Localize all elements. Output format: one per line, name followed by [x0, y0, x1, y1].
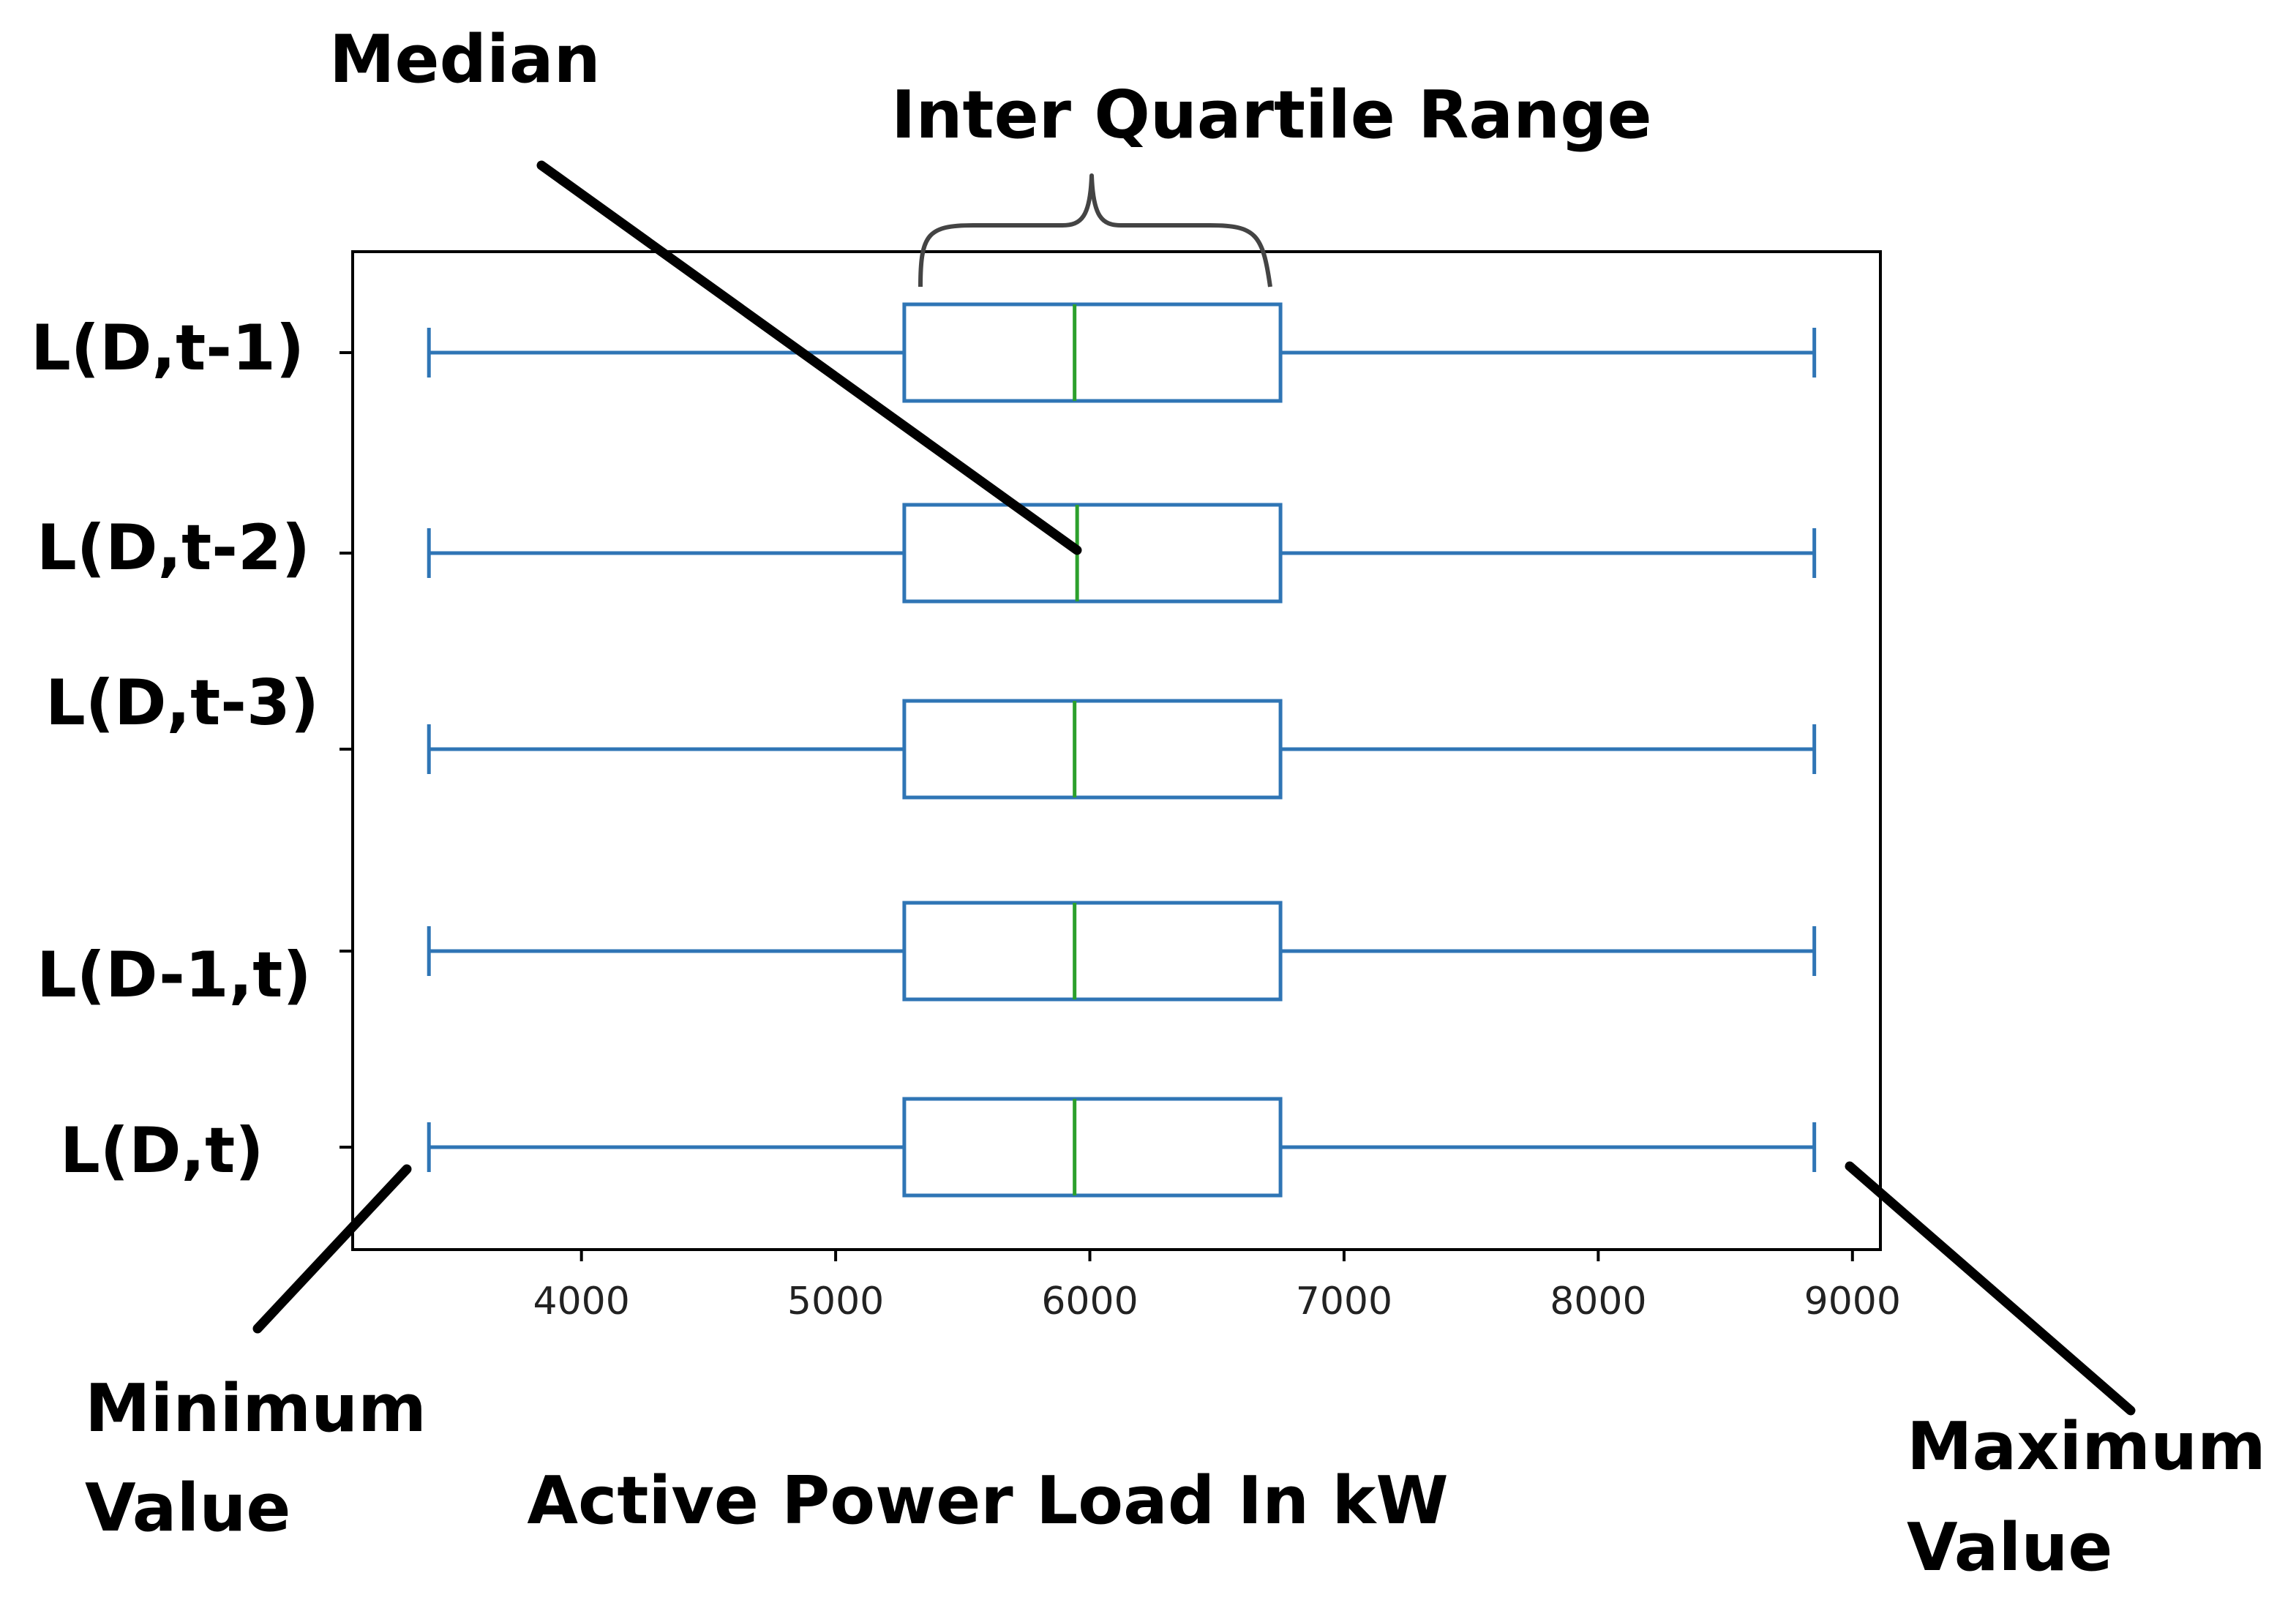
minimum-pointer-line	[252, 1164, 412, 1334]
box-l-d-t-2	[902, 503, 1283, 604]
x-tick-label-6000: 6000	[1041, 1280, 1138, 1323]
x-tick-label-9000: 9000	[1804, 1280, 1901, 1323]
maximum-annotation-line1: Maximum	[1907, 1408, 2266, 1485]
x-axis-label: Active Power Load In kW	[527, 1462, 1448, 1539]
iqr-annotation-label: Inter Quartile Range	[891, 77, 1652, 154]
minimum-annotation-line2: Value	[85, 1470, 290, 1547]
category-label-l-d-1-t: L(D-1,t)	[37, 939, 312, 1012]
x-tick-label-8000: 8000	[1550, 1280, 1646, 1323]
median-annotation-label: Median	[329, 21, 601, 98]
category-label-l-d-t-2: L(D,t-2)	[37, 511, 310, 585]
box-l-d-1-t	[902, 901, 1283, 1002]
x-tick-label-7000: 7000	[1296, 1280, 1392, 1323]
category-label-l-d-t: L(D,t)	[60, 1114, 264, 1187]
box-l-d-t-1	[902, 302, 1283, 403]
box-l-d-t-3	[902, 699, 1283, 800]
minimum-annotation-line1: Minimum	[85, 1370, 427, 1447]
category-label-l-d-t-1: L(D,t-1)	[31, 312, 304, 385]
maximum-pointer-line	[1845, 1161, 2136, 1416]
maximum-annotation-line2: Value	[1907, 1509, 2112, 1586]
plot-area: 4000 5000 6000 7000 8000 9000 L(D,t-1) L(D,t-2)…	[31, 250, 1901, 1323]
x-tick-label-5000: 5000	[787, 1280, 884, 1323]
category-label-l-d-t-3: L(D,t-3)	[45, 666, 319, 740]
x-tick-label-4000: 4000	[533, 1280, 630, 1323]
box-l-d-t	[902, 1097, 1283, 1198]
iqr-brace	[918, 173, 1272, 288]
median-pointer-line	[536, 160, 1082, 555]
